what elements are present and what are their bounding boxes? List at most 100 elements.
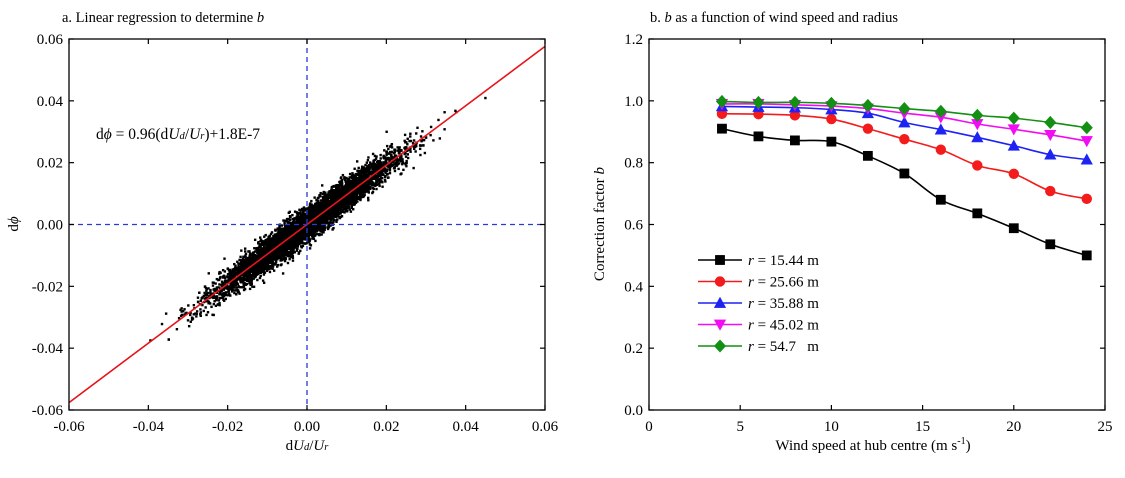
scatter-point [195, 310, 199, 313]
scatter-point [318, 195, 321, 198]
scatter-point [379, 153, 382, 157]
scatter-point [209, 293, 212, 296]
scatter-point [372, 161, 375, 164]
scatter-point [274, 238, 277, 242]
scatter-point [344, 182, 348, 185]
scatter-point [244, 250, 247, 253]
scatter-point [390, 146, 394, 149]
scatter-point [344, 209, 348, 213]
scatter-point [288, 250, 291, 254]
scatter-point [322, 228, 325, 232]
scatter-point [232, 275, 235, 278]
scatter-point [292, 249, 295, 252]
scatter-point [309, 202, 312, 205]
scatter-point [272, 256, 275, 259]
scatter-point [379, 174, 382, 178]
scatter-point [343, 208, 346, 211]
scatter-point [404, 151, 407, 155]
scatter-point [384, 180, 387, 183]
scatter-point [409, 132, 412, 135]
scatter-point [377, 182, 380, 186]
scatter-point [297, 252, 300, 255]
scatter-point [149, 339, 152, 342]
panel-a-title-b: b [257, 10, 264, 26]
scatter-point [196, 296, 200, 299]
scatter-point [201, 303, 204, 307]
scatter-point [326, 226, 329, 229]
scatter-point [295, 249, 298, 252]
scatter-point [374, 184, 377, 187]
scatter-point [261, 240, 264, 244]
scatter-point [334, 189, 337, 192]
scatter-point [224, 277, 227, 280]
scatter-point [393, 150, 396, 154]
scatter-point [302, 242, 305, 245]
scatter-point [313, 233, 317, 236]
scatter-point [245, 275, 249, 278]
scatter-point [258, 276, 262, 280]
scatter-point [340, 176, 343, 179]
scatter-point [287, 217, 290, 221]
scatter-point [344, 207, 347, 211]
scatter-point [262, 273, 266, 276]
scatter-point [242, 274, 245, 277]
scatter-point [362, 166, 366, 169]
scatter-point [187, 304, 190, 307]
scatter-point [296, 214, 300, 217]
scatter-point [187, 324, 191, 328]
scatter-point [259, 236, 262, 239]
scatter-point [222, 287, 225, 291]
scatter-point [288, 224, 291, 227]
scatter-point [343, 177, 346, 180]
scatter-point [221, 268, 225, 272]
scatter-point [397, 151, 401, 155]
scatter-point [219, 275, 222, 279]
scatter-point [371, 167, 374, 171]
scatter-point [343, 211, 346, 214]
scatter-point [284, 249, 287, 253]
scatter-point [202, 309, 205, 313]
scatter-point [222, 298, 225, 301]
scatter-point [227, 292, 231, 296]
scatter-point [384, 174, 387, 178]
scatter-point [212, 313, 215, 317]
scatter-point [335, 219, 338, 222]
scatter-point [226, 275, 230, 279]
scatter-point [199, 311, 202, 314]
scatter-point [306, 216, 310, 219]
scatter-point [351, 199, 355, 202]
scatter-point [248, 273, 252, 277]
scatter-point [250, 280, 253, 283]
scatter-point [241, 257, 245, 261]
scatter-point [322, 231, 325, 234]
scatter-point [366, 190, 370, 193]
scatter-point [278, 224, 281, 228]
scatter-point [356, 173, 359, 177]
scatter-point [274, 257, 278, 261]
scatter-point [406, 156, 410, 160]
scatter-point [244, 252, 248, 256]
scatter-point [314, 239, 317, 243]
scatter-point [319, 191, 322, 195]
scatter-point [351, 172, 354, 175]
scatter-point [263, 271, 267, 274]
scatter-point [216, 303, 220, 306]
scatter-point [321, 184, 324, 187]
scatter-point [291, 259, 295, 262]
scatter-point [302, 208, 305, 211]
scatter-point [254, 275, 257, 278]
scatter-point [337, 215, 341, 218]
scatter-point [396, 146, 399, 149]
scatter-point [280, 224, 284, 227]
scatter-point [307, 240, 310, 244]
scatter-point [412, 166, 415, 170]
scatter-point [332, 220, 335, 224]
scatter-point [283, 221, 286, 225]
scatter-point [186, 319, 190, 322]
scatter-point [390, 150, 393, 154]
scatter-point [243, 287, 247, 291]
scatter-point [403, 139, 406, 143]
scatter-point [276, 227, 279, 230]
scatter-point [246, 271, 250, 275]
scatter-point [391, 156, 394, 159]
